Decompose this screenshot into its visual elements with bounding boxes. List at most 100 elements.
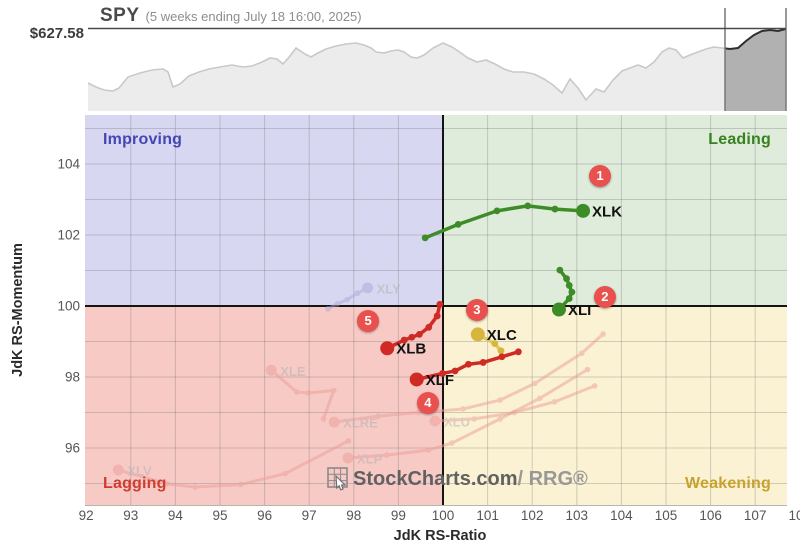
trail-dot-XLE [293,389,300,395]
trail-dot-XLP [384,452,390,458]
trail-dot-XLV [282,470,288,477]
trail-XLV[interactable]: XLV [112,438,352,490]
badge-5[interactable]: 5 [357,309,380,332]
ticker-label-XLY[interactable]: XLY [377,281,401,296]
quadrant-label-weakening: Weakening [685,475,771,492]
trail-dot-XLF [479,359,487,366]
trail-dot-XLU [551,399,558,405]
spy-panel-title: SPY (5 weeks ending July 18 16:00, 2025) [100,5,362,27]
x-tick-label: 108 [788,508,800,523]
trail-line-XLRE [332,332,605,424]
x-tick-label: 99 [390,508,406,523]
trail-head-XLU[interactable] [429,415,441,427]
trail-XLRE[interactable]: XLRE [328,331,606,431]
trail-dot-XLU [591,383,598,389]
trail-dot-XLB [425,323,433,331]
x-tick-label: 92 [78,508,94,523]
badge-2[interactable]: 2 [593,286,616,309]
trail-head-XLV[interactable] [112,464,124,476]
sector-trails-layer: XLK XLI XLB XLC XLF XLY XLE XLRE XLU XLP XLV [112,202,622,490]
trail-dot-XLP [536,395,543,402]
trail-dot-XLK [454,220,462,228]
watermark-suffix: / RRG® [517,467,588,490]
x-tick-label: 103 [565,508,589,523]
x-tick-label: 96 [257,508,273,523]
x-tick-label: 100 [431,508,455,523]
trail-XLF[interactable]: XLF [409,348,522,389]
ticker-label-XLV[interactable]: XLV [127,464,152,479]
trail-XLU[interactable]: XLU [429,383,598,430]
x-axis-title: JdK RS-Ratio [393,528,487,544]
trail-XLY[interactable]: XLY [325,281,401,312]
ticker-label-XLI[interactable]: XLI [568,302,591,319]
quadrant-improving [85,115,443,306]
x-tick-label: 98 [346,508,362,523]
trail-XLE[interactable]: XLE [265,364,337,422]
trail-head-XLP[interactable] [342,452,354,464]
trail-dot-XLK [493,207,501,215]
trail-dot-XLK [524,202,532,210]
trail-head-XLI[interactable] [551,302,566,317]
rrg-plot-area: StockCharts.com / RRG® XLK XLI XLB XLC XLF XL… [85,115,787,506]
quadrant-label-lagging: Lagging [103,475,167,492]
ticker-label-XLP[interactable]: XLP [357,451,383,466]
trail-head-XLB[interactable] [380,341,395,356]
trail-head-XLE[interactable] [265,364,277,376]
ticker-label-XLE[interactable]: XLE [280,364,306,379]
watermark-brand: StockCharts.com [353,467,518,490]
x-tick-label: 102 [520,508,544,523]
trail-dot-XLRE [600,331,606,337]
trail-head-XLF[interactable] [409,372,424,387]
trail-dot-XLY [334,301,341,307]
trail-dot-XLRE [532,380,538,387]
ticker-label-XLK[interactable]: XLK [592,203,622,220]
trail-head-XLRE[interactable] [328,416,340,428]
badge-1[interactable]: 1 [588,165,611,188]
quadrant-label-leading: Leading [708,131,771,148]
spy-price-line [87,28,787,102]
trail-dot-XLU [471,416,478,422]
trail-XLK[interactable]: XLK [421,202,622,242]
trail-head-XLC[interactable] [470,327,485,342]
spy-symbol: SPY [100,5,140,26]
trail-XLB[interactable]: XLB [380,300,444,358]
x-tick-label: 104 [610,508,633,523]
trail-dot-XLI [556,266,564,274]
badge-4[interactable]: 4 [416,391,439,414]
trail-dot-XLI [565,295,573,302]
ticker-label-XLB[interactable]: XLB [396,341,426,358]
ticker-label-XLU[interactable]: XLU [444,415,470,430]
ticker-label-XLRE[interactable]: XLRE [343,416,378,431]
grid-and-axes [85,115,787,505]
trail-XLP[interactable]: XLP [342,366,591,467]
badge-3[interactable]: 3 [465,298,488,321]
trail-dot-XLRE [497,397,503,403]
x-tick-label: 97 [301,508,317,523]
trail-dot-XLP [425,447,432,453]
trail-XLC[interactable]: XLC [470,327,517,355]
trail-dot-XLE [320,416,327,422]
trail-dot-XLB [436,300,444,308]
trail-dot-XLF [498,353,506,361]
trail-dot-XLRE [460,406,466,412]
trail-head-XLK[interactable] [576,203,591,218]
x-tick-label: 93 [123,508,139,523]
y-tick-label: 102 [57,227,80,243]
trail-dot-XLB [408,333,416,341]
trail-dot-XLF [439,370,446,377]
y-tick-label: 100 [57,298,80,314]
trail-dot-XLP [449,440,455,446]
trail-dot-XLK [551,205,559,213]
trail-dot-XLB [415,331,423,338]
ticker-label-XLC[interactable]: XLC [487,327,517,344]
trail-head-XLY[interactable] [362,282,374,294]
trail-line-XLK [423,204,585,240]
y-tick-label: 104 [57,156,80,172]
trail-dot-XLY [325,306,331,312]
trail-dot-XLY [344,296,350,303]
trail-dot-XLV [345,438,352,444]
y-tick-label: 98 [64,369,80,385]
ticker-label-XLF[interactable]: XLF [426,372,454,389]
trail-XLI[interactable]: XLI [551,266,591,319]
